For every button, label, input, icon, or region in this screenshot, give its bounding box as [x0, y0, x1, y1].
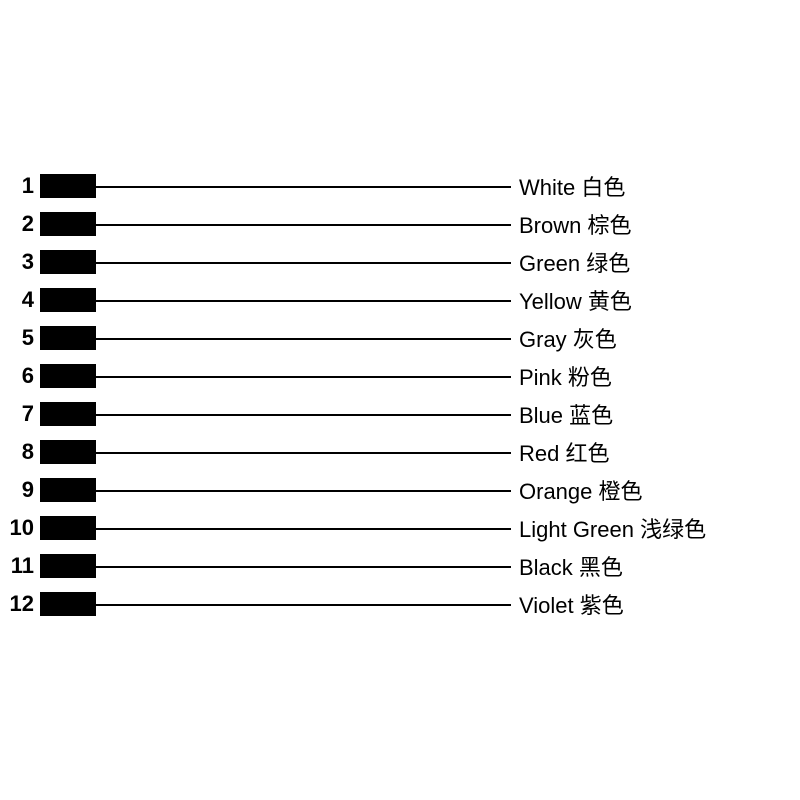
table-row: 9 Orange 橙色 [0, 474, 800, 506]
row-number: 5 [0, 325, 40, 351]
row-label: Yellow 黄色 [511, 284, 632, 316]
connector-line [96, 376, 511, 378]
connector-line [96, 338, 511, 340]
connector-line [96, 490, 511, 492]
table-row: 5 Gray 灰色 [0, 322, 800, 354]
swatch-icon [40, 288, 96, 312]
table-row: 11 Black 黑色 [0, 550, 800, 582]
swatch-icon [40, 212, 96, 236]
swatch-icon [40, 440, 96, 464]
row-label: White 白色 [511, 170, 625, 202]
row-number: 2 [0, 211, 40, 237]
row-label: Gray 灰色 [511, 322, 617, 354]
wire-color-diagram: 1 White 白色 2 Brown 棕色 3 Green 绿色 4 Yello… [0, 0, 800, 800]
row-number: 3 [0, 249, 40, 275]
connector-line [96, 262, 511, 264]
row-label: Green 绿色 [511, 246, 630, 278]
swatch-icon [40, 478, 96, 502]
row-number: 1 [0, 173, 40, 199]
row-label: Blue 蓝色 [511, 398, 613, 430]
row-label: Orange 橙色 [511, 474, 643, 506]
connector-line [96, 224, 511, 226]
swatch-icon [40, 364, 96, 388]
table-row: 2 Brown 棕色 [0, 208, 800, 240]
connector-line [96, 604, 511, 606]
table-row: 8 Red 红色 [0, 436, 800, 468]
row-number: 11 [0, 553, 40, 579]
row-label: Brown 棕色 [511, 208, 631, 240]
row-number: 7 [0, 401, 40, 427]
row-label: Violet 紫色 [511, 588, 624, 620]
row-number: 9 [0, 477, 40, 503]
connector-line [96, 414, 511, 416]
swatch-icon [40, 250, 96, 274]
table-row: 1 White 白色 [0, 170, 800, 202]
table-row: 6 Pink 粉色 [0, 360, 800, 392]
table-row: 4 Yellow 黄色 [0, 284, 800, 316]
row-number: 8 [0, 439, 40, 465]
connector-line [96, 528, 511, 530]
swatch-icon [40, 326, 96, 350]
row-label: Pink 粉色 [511, 360, 612, 392]
row-label: Light Green 浅绿色 [511, 512, 706, 544]
connector-line [96, 452, 511, 454]
swatch-icon [40, 174, 96, 198]
connector-line [96, 186, 511, 188]
row-number: 10 [0, 515, 40, 541]
swatch-icon [40, 554, 96, 578]
row-number: 6 [0, 363, 40, 389]
connector-line [96, 300, 511, 302]
row-number: 12 [0, 591, 40, 617]
swatch-icon [40, 592, 96, 616]
row-label: Black 黑色 [511, 550, 623, 582]
table-row: 7 Blue 蓝色 [0, 398, 800, 430]
row-label: Red 红色 [511, 436, 609, 468]
row-number: 4 [0, 287, 40, 313]
connector-line [96, 566, 511, 568]
table-row: 3 Green 绿色 [0, 246, 800, 278]
table-row: 10 Light Green 浅绿色 [0, 512, 800, 544]
swatch-icon [40, 516, 96, 540]
swatch-icon [40, 402, 96, 426]
table-row: 12 Violet 紫色 [0, 588, 800, 620]
